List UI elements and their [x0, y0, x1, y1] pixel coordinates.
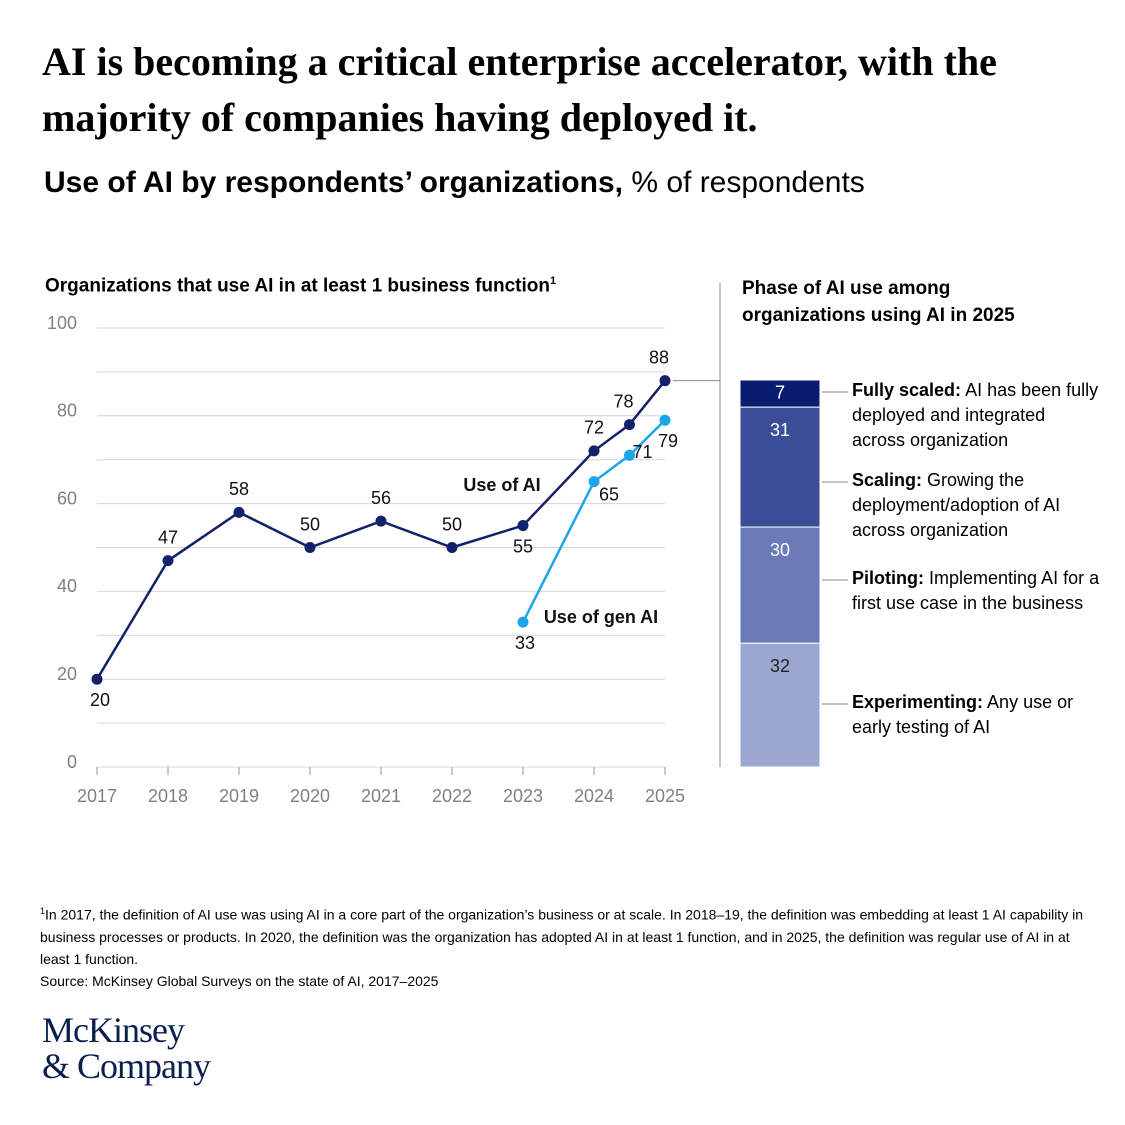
logo-line: & Company: [42, 1046, 211, 1086]
chart-title-text: Organizations that use AI in at least 1 …: [45, 275, 550, 297]
point: [517, 520, 529, 532]
data-label: 20: [90, 690, 110, 710]
data-label: 50: [300, 514, 320, 534]
x-tick-label: 2019: [219, 786, 259, 806]
chart-title: Phase of AI use among organizations usin…: [742, 278, 1015, 326]
legend-name: Experimenting:: [852, 692, 984, 712]
data-label: 78: [613, 391, 633, 411]
legend-name: Fully scaled:: [852, 380, 962, 400]
x-tick-label: 2021: [361, 786, 401, 806]
x-tick-label: 2018: [148, 786, 188, 806]
data-label: 32: [770, 656, 790, 676]
data-label: 33: [515, 633, 535, 653]
legend-entry: Experimenting: Any use or early testing …: [852, 690, 1102, 740]
point: [624, 419, 635, 431]
y-tick-label: 40: [57, 576, 77, 596]
series-label: Use of AI: [463, 475, 540, 495]
data-label: 50: [442, 514, 462, 534]
x-tick-label: 2025: [645, 786, 685, 806]
x-tick-label: 2022: [432, 786, 472, 806]
x-tick-label: 2024: [574, 786, 614, 806]
line: [521, 419, 666, 623]
data-label: 47: [158, 527, 178, 547]
bar-segment: [739, 406, 821, 528]
bar-segment: [739, 526, 821, 644]
x-tick-label: 2023: [503, 786, 543, 806]
legend-description: AI has been fully deployed and integrate…: [852, 380, 1099, 450]
source: Source: McKinsey Global Surveys on the s…: [40, 972, 439, 989]
point: [517, 616, 529, 628]
line: [95, 379, 666, 680]
point: [624, 449, 635, 461]
note-text: In 2017, the definition of AI use was us…: [40, 906, 1083, 967]
y-tick-label: 100: [47, 313, 77, 333]
data-label: 55: [513, 536, 533, 556]
data-label: 88: [649, 347, 669, 367]
data-label: 79: [658, 431, 678, 451]
note-mark: 1: [40, 906, 46, 916]
data-label: 56: [371, 488, 391, 508]
legend-entry: Fully scaled: AI has been fully deployed…: [852, 378, 1102, 453]
footnote-ref: 1: [550, 275, 557, 287]
y-tick-label: 20: [57, 664, 77, 684]
data-label: 7: [775, 382, 785, 402]
point: [588, 445, 600, 457]
point: [659, 414, 671, 426]
bar-segment: [739, 379, 821, 408]
legend-name: Scaling:: [852, 470, 923, 490]
series-label: Use of gen AI: [544, 607, 658, 627]
point: [91, 673, 103, 685]
subtitle-bold: Use of AI by respondents’ organizations,: [44, 166, 623, 199]
logo: McKinsey & Company: [42, 1010, 211, 1086]
title: AI is becoming a critical enterprise acc…: [42, 39, 997, 140]
legend-description: Growing the deployment/adoption of AI ac…: [852, 470, 1061, 540]
legend-entry: Piloting: Implementing AI for a first us…: [852, 566, 1102, 616]
logo-line: McKinsey: [42, 1010, 185, 1050]
data-label: 31: [770, 420, 790, 440]
subtitle: Use of AI by respondents’ organizations,…: [44, 166, 865, 200]
x-tick-label: 2020: [290, 786, 330, 806]
footnote: 1In 2017, the definition of AI use was u…: [40, 900, 1085, 992]
point: [304, 542, 316, 553]
data-label: 58: [229, 479, 249, 499]
legend-entry: Scaling: Growing the deployment/adoption…: [852, 468, 1102, 543]
legend-description: Any use or early testing of AI: [852, 692, 1074, 737]
bar-segment: [739, 642, 821, 768]
point: [446, 542, 458, 553]
legend-description: Implementing AI for a first use case in …: [852, 568, 1100, 613]
y-tick-label: 60: [57, 488, 77, 508]
data-label: 30: [770, 540, 790, 560]
note: 1In 2017, the definition of AI use was u…: [40, 900, 1085, 970]
y-tick-label: 80: [57, 401, 77, 421]
point: [588, 476, 600, 488]
point: [659, 375, 671, 387]
data-label: 72: [584, 418, 604, 438]
data-label: 65: [599, 484, 619, 504]
point: [162, 555, 174, 567]
legend-name: Piloting:: [852, 568, 924, 588]
y-tick-label: 0: [67, 752, 77, 772]
x-tick-label: 2017: [77, 786, 117, 806]
chart-title: Organizations that use AI in at least 1 …: [45, 275, 556, 297]
point: [233, 506, 245, 518]
point: [375, 515, 387, 527]
subtitle-unit: % of respondents: [631, 166, 865, 199]
data-label: 71: [632, 442, 652, 462]
